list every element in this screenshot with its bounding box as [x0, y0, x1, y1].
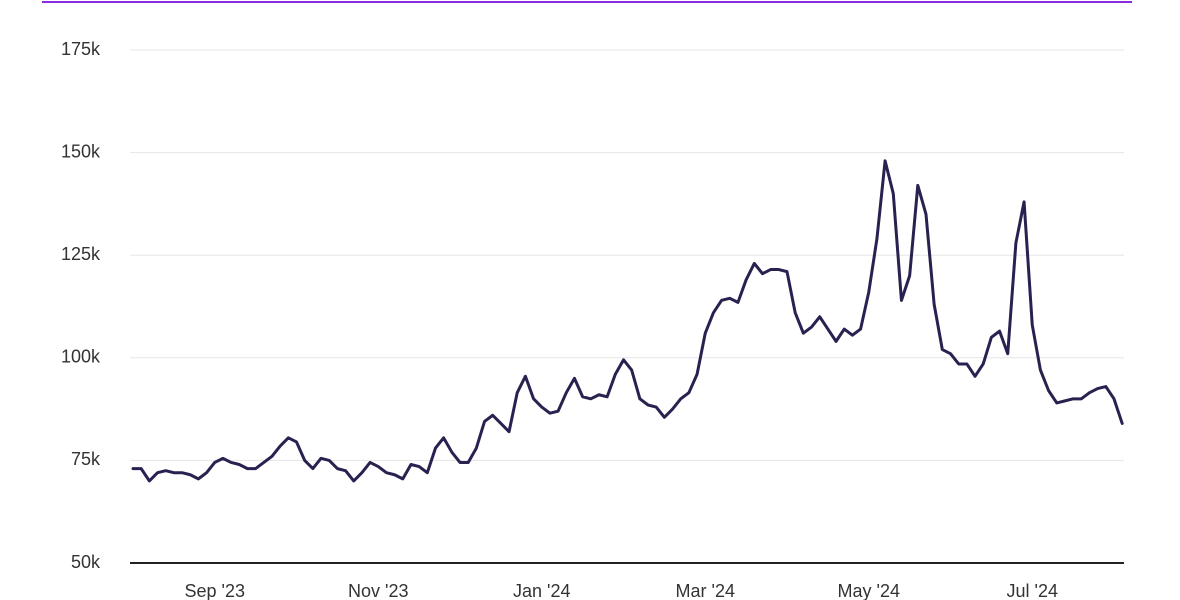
y-tick-label: 150k	[61, 141, 101, 161]
y-tick-label: 75k	[71, 449, 101, 469]
x-tick-label: May '24	[838, 581, 900, 600]
x-tick-label: Sep '23	[185, 581, 246, 600]
y-tick-label: 175k	[61, 39, 101, 59]
x-tick-label: Jul '24	[1007, 581, 1058, 600]
x-tick-label: Jan '24	[513, 581, 570, 600]
x-tick-label: Nov '23	[348, 581, 408, 600]
y-tick-label: 125k	[61, 244, 101, 264]
y-tick-label: 50k	[71, 552, 101, 572]
x-tick-label: Mar '24	[676, 581, 735, 600]
y-tick-label: 100k	[61, 347, 101, 367]
series-line	[131, 159, 1124, 483]
